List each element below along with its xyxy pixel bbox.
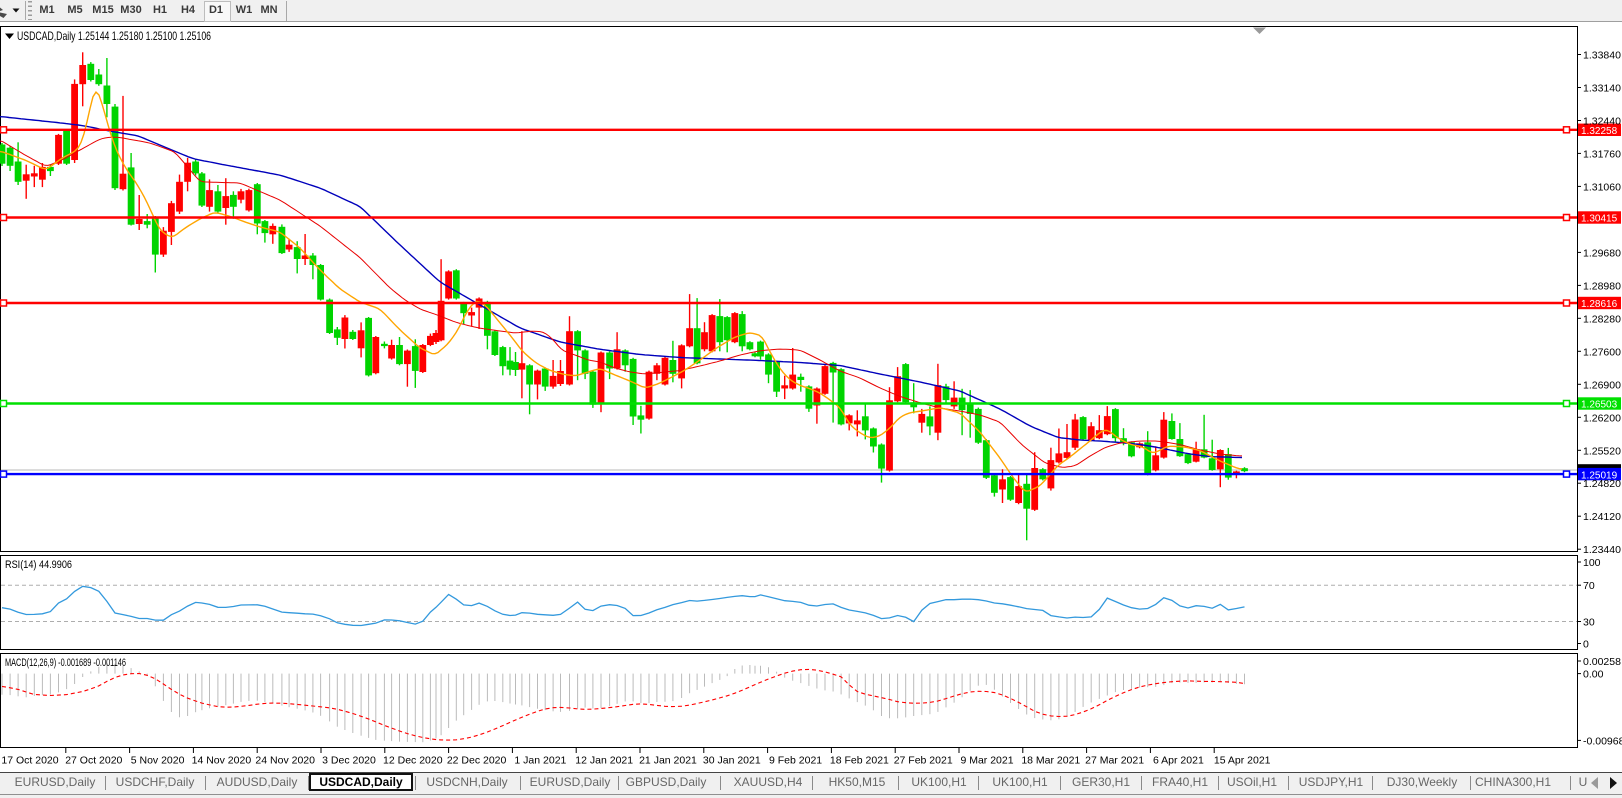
svg-text:100: 100	[1583, 557, 1601, 569]
svg-text:27 Oct 2020: 27 Oct 2020	[65, 755, 122, 767]
svg-text:3 Dec 2020: 3 Dec 2020	[322, 755, 376, 767]
svg-text:1.24120: 1.24120	[1583, 511, 1621, 523]
svg-text:21 Jan 2021: 21 Jan 2021	[639, 755, 697, 767]
svg-text:0.00258: 0.00258	[1583, 656, 1621, 668]
svg-text:27 Feb 2021: 27 Feb 2021	[894, 755, 953, 767]
svg-text:1.26200: 1.26200	[1583, 412, 1621, 424]
svg-text:9 Mar 2021: 9 Mar 2021	[960, 755, 1013, 767]
svg-text:6 Apr 2021: 6 Apr 2021	[1153, 755, 1204, 767]
svg-text:12 Dec 2020: 12 Dec 2020	[383, 755, 443, 767]
svg-text:1.30415: 1.30415	[1581, 214, 1618, 225]
svg-text:1.31760: 1.31760	[1583, 148, 1621, 160]
svg-text:1.25520: 1.25520	[1583, 445, 1621, 457]
svg-text:1.32258: 1.32258	[1581, 126, 1618, 137]
svg-text:18 Feb 2021: 18 Feb 2021	[830, 755, 889, 767]
svg-text:1.29680: 1.29680	[1583, 247, 1621, 259]
svg-text:USDCAD,Daily 1.25144 1.25180: USDCAD,Daily 1.25144 1.25180 1.25100 1.2…	[17, 29, 211, 43]
svg-text:MACD(12,26,9) -0.001689 -0.001: MACD(12,26,9) -0.001689 -0.001146	[5, 657, 126, 669]
svg-text:1.27600: 1.27600	[1583, 346, 1621, 358]
svg-text:30: 30	[1583, 617, 1595, 629]
svg-text:0.00: 0.00	[1583, 669, 1604, 681]
svg-text:1.33840: 1.33840	[1583, 50, 1621, 62]
svg-text:1.28616: 1.28616	[1581, 299, 1618, 310]
svg-text:1.32440: 1.32440	[1583, 116, 1621, 128]
svg-text:17 Oct 2020: 17 Oct 2020	[1, 755, 58, 767]
svg-text:1.25019: 1.25019	[1581, 470, 1618, 481]
svg-text:0: 0	[1583, 639, 1589, 651]
svg-text:14 Nov 2020: 14 Nov 2020	[192, 755, 252, 767]
svg-text:18 Mar 2021: 18 Mar 2021	[1021, 755, 1080, 767]
svg-text:27 Mar 2021: 27 Mar 2021	[1085, 755, 1144, 767]
svg-text:1 Jan 2021: 1 Jan 2021	[514, 755, 566, 767]
svg-text:1.24820: 1.24820	[1583, 478, 1621, 490]
svg-text:24 Nov 2020: 24 Nov 2020	[255, 755, 315, 767]
svg-text:1.28980: 1.28980	[1583, 280, 1621, 292]
svg-text:1.28280: 1.28280	[1583, 313, 1621, 325]
svg-text:1.33140: 1.33140	[1583, 83, 1621, 95]
svg-text:30 Jan 2021: 30 Jan 2021	[703, 755, 761, 767]
svg-text:15 Apr 2021: 15 Apr 2021	[1214, 755, 1271, 767]
svg-text:-0.009687: -0.009687	[1583, 735, 1622, 747]
svg-text:70: 70	[1583, 580, 1595, 592]
svg-text:5 Nov 2020: 5 Nov 2020	[131, 755, 185, 767]
svg-text:1.31060: 1.31060	[1583, 181, 1621, 193]
svg-text:9 Feb 2021: 9 Feb 2021	[769, 755, 822, 767]
svg-text:12 Jan 2021: 12 Jan 2021	[575, 755, 633, 767]
svg-text:22 Dec 2020: 22 Dec 2020	[447, 755, 507, 767]
svg-text:1.23440: 1.23440	[1583, 544, 1621, 556]
svg-text:1.26900: 1.26900	[1583, 379, 1621, 391]
svg-text:RSI(14) 44.9906: RSI(14) 44.9906	[5, 559, 72, 571]
svg-text:1.26503: 1.26503	[1581, 400, 1618, 411]
